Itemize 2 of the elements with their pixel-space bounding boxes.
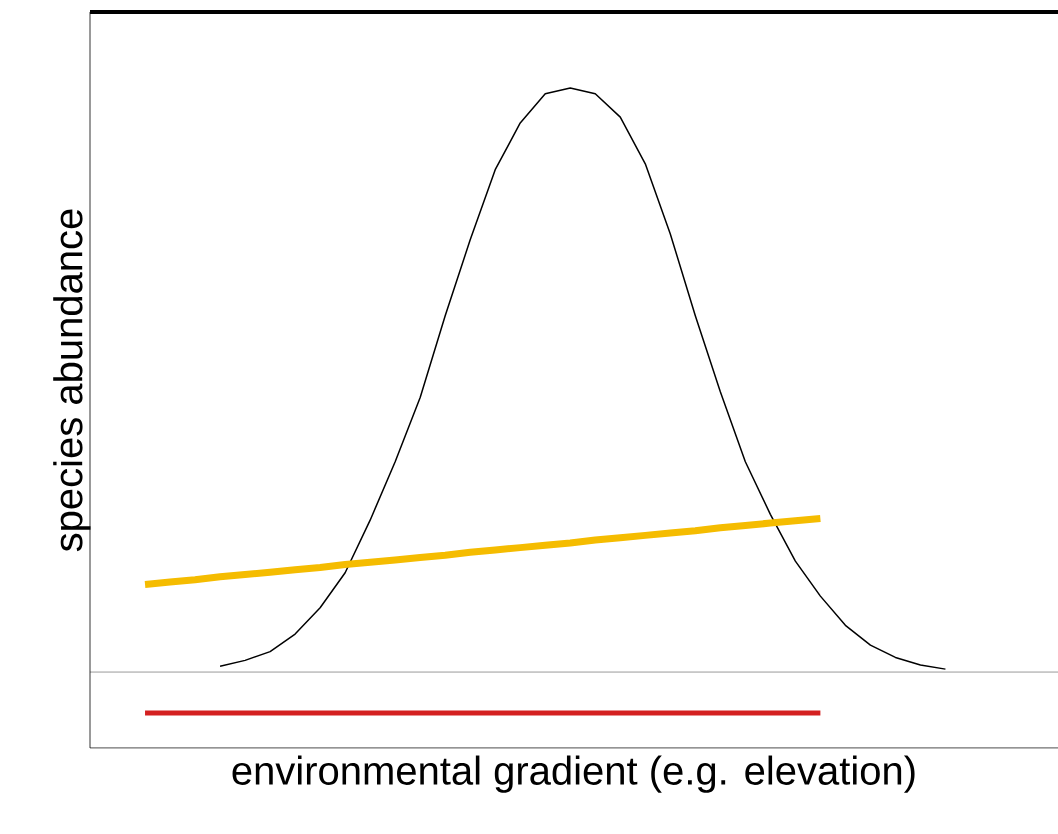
y-axis-title: species abundance [53,209,91,552]
x-axis-title: environmental gradient (e.g. elevation) [232,755,915,793]
